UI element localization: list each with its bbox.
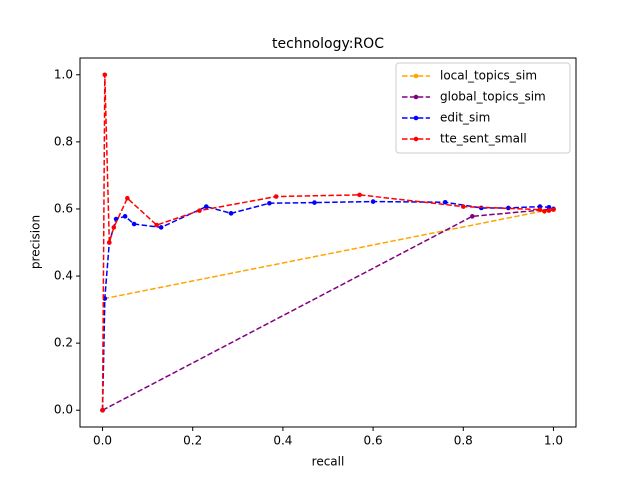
point	[125, 195, 130, 201]
chart-title: technology:ROC	[272, 36, 384, 52]
point	[537, 207, 543, 212]
plot-frame	[79, 57, 577, 428]
point	[158, 225, 164, 230]
legend-label: local_topics_sim	[440, 69, 537, 83]
point	[357, 192, 362, 198]
y-tick-label: 0.4	[54, 269, 73, 283]
y-tick-label: 1.0	[54, 67, 73, 81]
series-line	[102, 208, 554, 411]
x-tick-label: 0.0	[93, 434, 112, 448]
legend-label: edit_sim	[440, 111, 490, 125]
x-tick-label: 0.2	[183, 434, 202, 448]
y-tick-label: 0.6	[54, 201, 73, 215]
point	[111, 225, 117, 230]
series-line	[101, 200, 554, 411]
point	[551, 207, 556, 212]
x-axis-label: recall	[312, 455, 345, 469]
y-axis-label: precision	[29, 215, 43, 269]
x-tick-label: 0.4	[273, 434, 292, 448]
y-tick-label: 0.8	[54, 134, 73, 148]
point	[546, 208, 552, 213]
point	[113, 216, 119, 222]
x-tick-label: 0.6	[364, 434, 383, 448]
point	[312, 200, 317, 205]
point	[469, 214, 475, 219]
point	[460, 204, 466, 209]
y-tick-label: 0.0	[54, 403, 73, 417]
legend-marker	[413, 73, 419, 79]
point	[273, 194, 279, 199]
point	[546, 204, 552, 210]
point	[100, 407, 105, 413]
point	[267, 200, 272, 206]
x-tick-label: 1.0	[544, 434, 563, 448]
point	[102, 72, 108, 78]
point	[197, 208, 202, 213]
point	[131, 221, 137, 227]
point	[154, 222, 159, 228]
point	[370, 199, 376, 204]
point	[203, 204, 209, 209]
point	[442, 199, 448, 205]
legend-label: global_topics_sim	[440, 90, 546, 104]
point	[122, 214, 128, 219]
legend-marker	[413, 94, 419, 100]
legend-box	[395, 62, 571, 154]
point	[542, 209, 547, 214]
x-tick-label: 0.8	[454, 434, 473, 448]
legend-marker	[413, 136, 419, 142]
point	[107, 240, 112, 245]
legend-label: tte_sent_small	[440, 132, 527, 146]
point	[228, 211, 234, 216]
legend-marker	[413, 115, 419, 121]
y-tick-label: 0.2	[54, 336, 73, 350]
